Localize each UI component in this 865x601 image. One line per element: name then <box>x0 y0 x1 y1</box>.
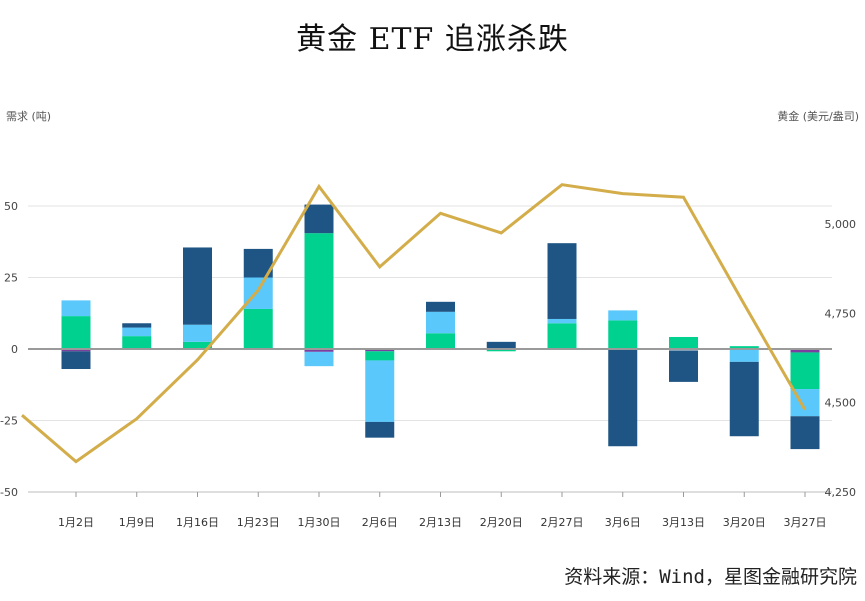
bar-segment-dark_blue <box>669 350 698 382</box>
zero-line <box>28 348 832 493</box>
bar-segment-purple <box>61 349 91 352</box>
y-right-tick-label: 4,750 <box>825 307 857 320</box>
bar-segment-light_blue <box>729 349 759 362</box>
bar-segment-green <box>547 323 577 349</box>
bar-segment-light_blue <box>365 360 395 422</box>
bar-segment-dark_blue <box>304 204 334 234</box>
source-note: 资料来源：Wind，星图金融研究院 <box>564 566 857 588</box>
x-tick-label: 2月20日 <box>480 516 523 529</box>
y-left-tick-label: -25 <box>0 415 18 428</box>
bar-segment-dark_blue <box>183 247 212 325</box>
y-left-tick-label: 25 <box>4 272 18 285</box>
x-tick-label: 3月6日 <box>605 516 641 529</box>
y-right-tick-label: 5,000 <box>825 218 857 231</box>
bar-segment-green <box>486 349 516 352</box>
bar-segment-green <box>608 320 638 349</box>
bar-segment-light_blue <box>243 277 273 309</box>
bar-segment-purple <box>304 349 334 352</box>
bar-segment-dark_blue <box>61 351 91 370</box>
bar-segment-light_blue <box>608 310 638 321</box>
y-left-tick-label: 50 <box>4 200 18 213</box>
gold-price-line <box>21 183 807 464</box>
bar-segment-dark_blue <box>608 349 638 447</box>
gold-price-series <box>21 183 807 464</box>
bar-segment-dark_blue <box>365 421 395 438</box>
y-right-tick-label: 4,250 <box>825 486 857 499</box>
bar-segment-light_blue <box>122 327 152 337</box>
bar-segment-dark_blue <box>122 323 152 328</box>
bar-series <box>61 204 820 450</box>
bar-segment-green <box>426 333 455 349</box>
axis-labels: 需求 (吨) 黄金 (美元/盎司) -50 -25 0 25 50 4,250 4,500 4… <box>0 109 859 529</box>
bar-segment-green <box>61 316 91 349</box>
x-tick-label: 2月13日 <box>419 516 462 529</box>
bar-segment-green <box>790 352 820 390</box>
bar-segment-light_blue <box>61 300 91 317</box>
y-left-axis-title: 需求 (吨) <box>6 110 51 123</box>
bar-segment-green <box>183 341 212 349</box>
x-tick-label: 1月23日 <box>237 516 280 529</box>
bar-segment-green <box>365 351 395 361</box>
bar-segment-green <box>729 346 759 349</box>
x-tick-label: 3月13日 <box>662 516 705 529</box>
y-right-axis-title: 黄金 (美元/盎司) <box>777 109 859 123</box>
x-tick-label: 3月20日 <box>723 516 766 529</box>
bar-segment-light_blue <box>426 311 455 334</box>
y-left-tick-label: 0 <box>11 343 18 356</box>
x-tick-label: 1月2日 <box>58 516 94 529</box>
bar-segment-dark_blue <box>547 243 577 319</box>
bar-segment-purple <box>365 349 395 352</box>
y-right-tick-label: 4,500 <box>825 397 857 410</box>
bar-segment-dark_blue <box>790 416 820 450</box>
x-tick-label: 2月6日 <box>362 516 398 529</box>
bar-segment-green <box>243 308 273 349</box>
bar-segment-light_blue <box>304 351 334 367</box>
bar-segment-dark_blue <box>729 361 759 437</box>
bar-segment-green <box>669 336 698 349</box>
x-tick-label: 3月27日 <box>784 516 827 529</box>
bar-segment-dark_blue <box>426 301 455 312</box>
bar-segment-purple <box>790 349 820 353</box>
bar-segment-dark_blue <box>486 341 516 349</box>
x-tick-label: 1月9日 <box>119 516 155 529</box>
y-left-tick-label: -50 <box>0 486 18 499</box>
chart-title: 黄金 ETF 追涨杀跌 <box>296 22 569 57</box>
x-tick-label: 2月27日 <box>541 516 584 529</box>
bar-segment-green <box>304 233 334 349</box>
bar-segment-green <box>122 336 152 349</box>
bar-segment-light_blue <box>547 318 577 324</box>
bar-segment-light_blue <box>183 324 212 342</box>
x-tick-label: 1月16日 <box>176 516 219 529</box>
x-tick-label: 1月30日 <box>298 516 341 529</box>
